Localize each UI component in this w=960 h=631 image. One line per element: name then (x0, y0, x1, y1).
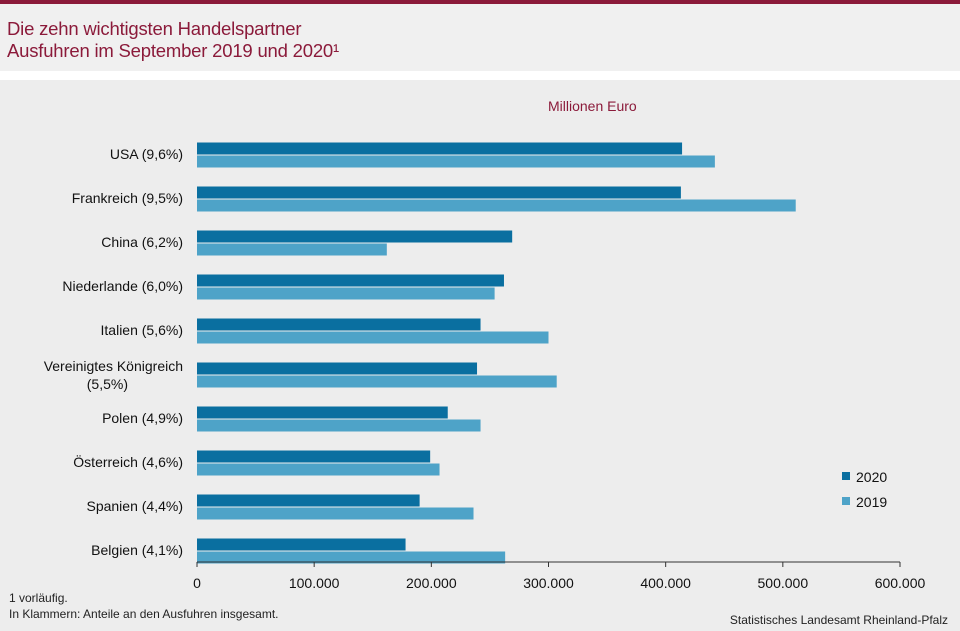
bar-2019-1 (197, 199, 796, 212)
bar-2020-8 (197, 494, 420, 507)
category-label-4: Italien (5,6%) (101, 322, 183, 338)
legend-swatch-2020 (842, 472, 850, 480)
bar-2019-6 (197, 419, 481, 432)
bar-2019-4 (197, 331, 549, 344)
bar-2019-0 (197, 155, 715, 168)
category-label-9: Belgien (4,1%) (91, 542, 183, 558)
source-label: Statistisches Landesamt Rheinland-Pfalz (729, 613, 948, 627)
category-label-2: China (6,2%) (101, 234, 183, 250)
category-label-6: Polen (4,9%) (102, 410, 183, 426)
bar-2019-2 (197, 243, 387, 256)
title-area: Die zehn wichtigsten Handelspartner Ausf… (0, 4, 960, 71)
legend-label-2020: 2020 (856, 469, 887, 485)
category-label-7: Österreich (4,6%) (73, 453, 183, 470)
bar-2020-1 (197, 186, 681, 199)
bar-2020-5 (197, 362, 478, 375)
unit-label: Millionen Euro (548, 98, 637, 114)
category-label-1: Frankreich (9,5%) (72, 190, 183, 206)
x-tick-label-4: 400.000 (640, 575, 691, 591)
bar-2019-7 (197, 463, 440, 476)
bar-2019-5 (197, 375, 557, 388)
x-tick-label-3: 300.000 (523, 575, 574, 591)
chart-area (0, 80, 960, 631)
chart-title: Die zehn wichtigsten Handelspartner Ausf… (7, 18, 339, 62)
footnote-shares: In Klammern: Anteile an den Ausfuhren in… (9, 607, 279, 621)
legend-swatch-2019 (842, 497, 850, 505)
bar-2019-9 (197, 551, 506, 564)
x-tick-label-2: 200.000 (406, 575, 457, 591)
bar-2020-9 (197, 538, 406, 551)
x-tick-label-0: 0 (193, 575, 201, 591)
x-tick-label-1: 100.000 (289, 575, 340, 591)
chart-title-line-2: Ausfuhren im September 2019 und 2020¹ (7, 40, 339, 61)
bar-2020-6 (197, 406, 448, 419)
bar-2020-7 (197, 450, 431, 463)
category-label-3: Niederlande (6,0%) (62, 278, 183, 294)
legend-label-2019: 2019 (856, 494, 887, 510)
bar-2019-3 (197, 287, 495, 300)
x-tick-label-6: 600.000 (875, 575, 926, 591)
separator (0, 71, 960, 80)
footnote-preliminary: 1 vorläufig. (9, 591, 68, 605)
category-label-0: USA (9,6%) (110, 146, 183, 162)
category-label-5: Vereinigtes Königreich (5,5%) (44, 358, 183, 392)
bar-2020-0 (197, 142, 683, 155)
bar-2020-3 (197, 274, 504, 287)
top-rule (0, 0, 960, 4)
x-tick-label-5: 500.000 (758, 575, 809, 591)
category-label-8: Spanien (4,4%) (86, 498, 183, 514)
bar-2019-8 (197, 507, 474, 520)
bar-2020-4 (197, 318, 481, 331)
chart-title-line-1: Die zehn wichtigsten Handelspartner (7, 18, 302, 39)
bar-2020-2 (197, 230, 513, 243)
